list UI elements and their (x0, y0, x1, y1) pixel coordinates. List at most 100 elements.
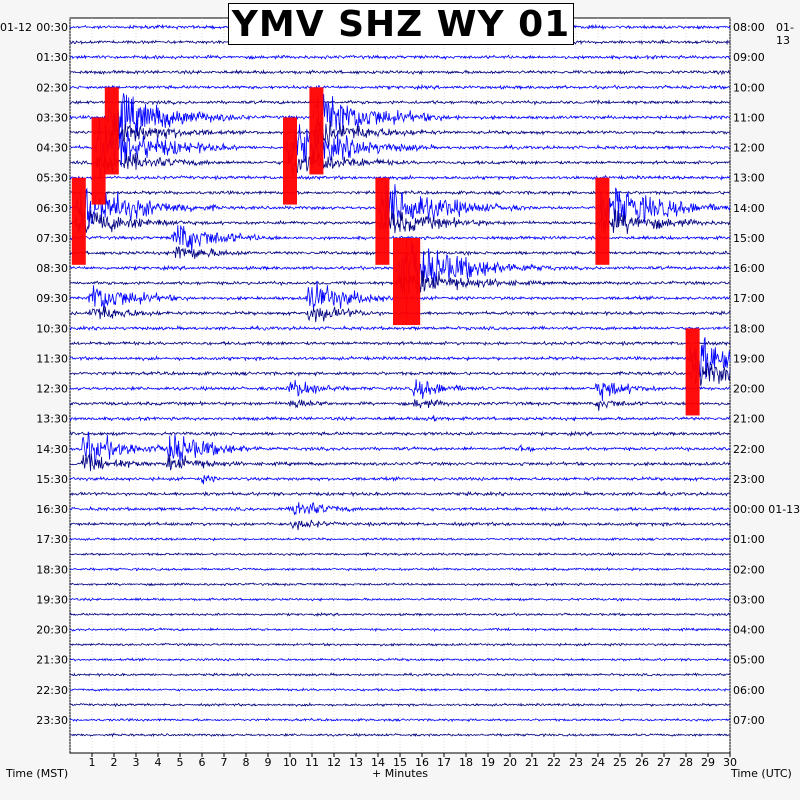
trace-row (69, 453, 731, 472)
x-axis-ticks: 1 2 3 4 5 6 7 8 9 10 11 12 13 14 15 16 17 18 19 20 21 22 23 24 2… (89, 753, 737, 769)
x-tick-label: 7 (221, 756, 228, 769)
x-tick-label: 13 (349, 756, 363, 769)
left-time-label: 11:30 (36, 352, 68, 365)
trace-row (69, 627, 731, 633)
trace-row (69, 582, 731, 587)
left-time-label: 07:30 (36, 232, 68, 245)
chart-title: YMV SHZ WY 01 (231, 3, 571, 45)
left-time-label: 05:30 (36, 172, 68, 185)
trace-row (69, 151, 731, 179)
clipped-event-marker (104, 87, 119, 175)
trace-row (69, 430, 731, 438)
right-time-label: 03:00 (733, 593, 765, 606)
x-tick-label: 6 (199, 756, 206, 769)
trace-row (69, 552, 731, 557)
right-time-label: 12:00 (733, 142, 765, 155)
x-tick-label: 14 (371, 756, 385, 769)
right-time-label: 02:00 (733, 563, 765, 576)
clipped-event-marker (309, 87, 324, 175)
right-time-label: 09:00 (733, 51, 765, 64)
trace-row (69, 358, 731, 386)
trace-row (69, 536, 731, 542)
clipped-event-marker (406, 238, 421, 326)
left-time-label: 14:30 (36, 443, 68, 456)
x-tick-label: 27 (657, 756, 671, 769)
right-time-label: 22:00 (733, 443, 765, 456)
trace-row (69, 189, 731, 197)
trace-row (69, 672, 731, 678)
left-time-label: 19:30 (36, 593, 68, 606)
trace-row (69, 717, 731, 723)
right-time-label: 10:00 (733, 81, 765, 94)
right-time-label: 19:00 (733, 352, 765, 365)
right-time-label: 08:00 (733, 21, 765, 34)
x-tick-label: 9 (265, 756, 272, 769)
x-tick-label: 1 (89, 756, 96, 769)
trace-row (69, 566, 731, 572)
left-time-label: 01:30 (36, 51, 68, 64)
trace-row (69, 340, 731, 347)
left-axis-label: Time (MST) (6, 767, 69, 780)
right-time-label: 05:00 (733, 654, 765, 667)
left-time-label: 06:30 (36, 202, 68, 215)
trace-row (69, 184, 731, 233)
clipped-event-marker (393, 238, 407, 326)
trace-row (69, 54, 731, 61)
x-tick-label: 2 (111, 756, 118, 769)
right-time-label: 20:00 (733, 383, 765, 396)
clipped-event-marker (283, 117, 297, 205)
x-tick-label: 30 (723, 756, 737, 769)
clipped-event-marker (685, 328, 700, 416)
trace-row (69, 612, 731, 617)
left-date-label: 01-12 (0, 21, 32, 34)
trace-row (69, 415, 731, 422)
left-time-labels: 00:30 01:30 02:30 03:30 04:30 05:30 06:30 07:30… (36, 21, 68, 727)
x-tick-label: 15 (393, 756, 407, 769)
trace-row (69, 490, 731, 498)
trace-row (69, 207, 731, 235)
right-time-label: 14:00 (733, 202, 765, 215)
trace-row (69, 732, 731, 738)
x-tick-label: 24 (591, 756, 605, 769)
trace-row (69, 502, 731, 516)
clipped-event-marker (595, 177, 610, 265)
left-time-label: 17:30 (36, 533, 68, 546)
trace-row (69, 69, 730, 76)
left-time-label: 12:30 (36, 383, 68, 396)
left-time-label: 13:30 (36, 413, 68, 426)
x-tick-label: 21 (525, 756, 539, 769)
trace-rows (69, 23, 731, 738)
trace-row (69, 657, 731, 662)
trace-row (69, 474, 731, 485)
right-time-label: 18:00 (733, 322, 765, 335)
trace-row (69, 379, 731, 402)
x-tick-label: 17 (437, 756, 451, 769)
left-time-label: 02:30 (36, 81, 68, 94)
right-time-label: 17:00 (733, 292, 765, 305)
trace-row (69, 519, 731, 531)
clipped-event-marker (375, 177, 390, 265)
right-time-label: 06:00 (733, 684, 765, 697)
x-tick-label: 28 (679, 756, 693, 769)
right-time-label: 00:00 01-13 (733, 503, 800, 516)
x-tick-label: 12 (327, 756, 341, 769)
clipped-event-marker (91, 117, 106, 205)
left-time-label: 03:30 (36, 111, 68, 124)
left-time-label: 16:30 (36, 503, 68, 516)
x-tick-label: 22 (547, 756, 561, 769)
x-tick-label: 19 (481, 756, 495, 769)
x-tick-label: 26 (635, 756, 649, 769)
right-time-label: 21:00 (733, 413, 765, 426)
x-tick-label: 29 (701, 756, 715, 769)
left-time-label: 09:30 (36, 292, 68, 305)
right-time-label: 01:00 (733, 533, 765, 546)
x-tick-label: 20 (503, 756, 517, 769)
right-time-label: 15:00 (733, 232, 765, 245)
trace-row (69, 702, 731, 708)
chart-title-box: YMV SHZ WY 01 (228, 3, 574, 45)
right-date-label: 01-13 (776, 21, 794, 47)
trace-row (69, 597, 731, 602)
left-time-label: 00:30 (36, 21, 68, 34)
x-tick-label: 23 (569, 756, 583, 769)
